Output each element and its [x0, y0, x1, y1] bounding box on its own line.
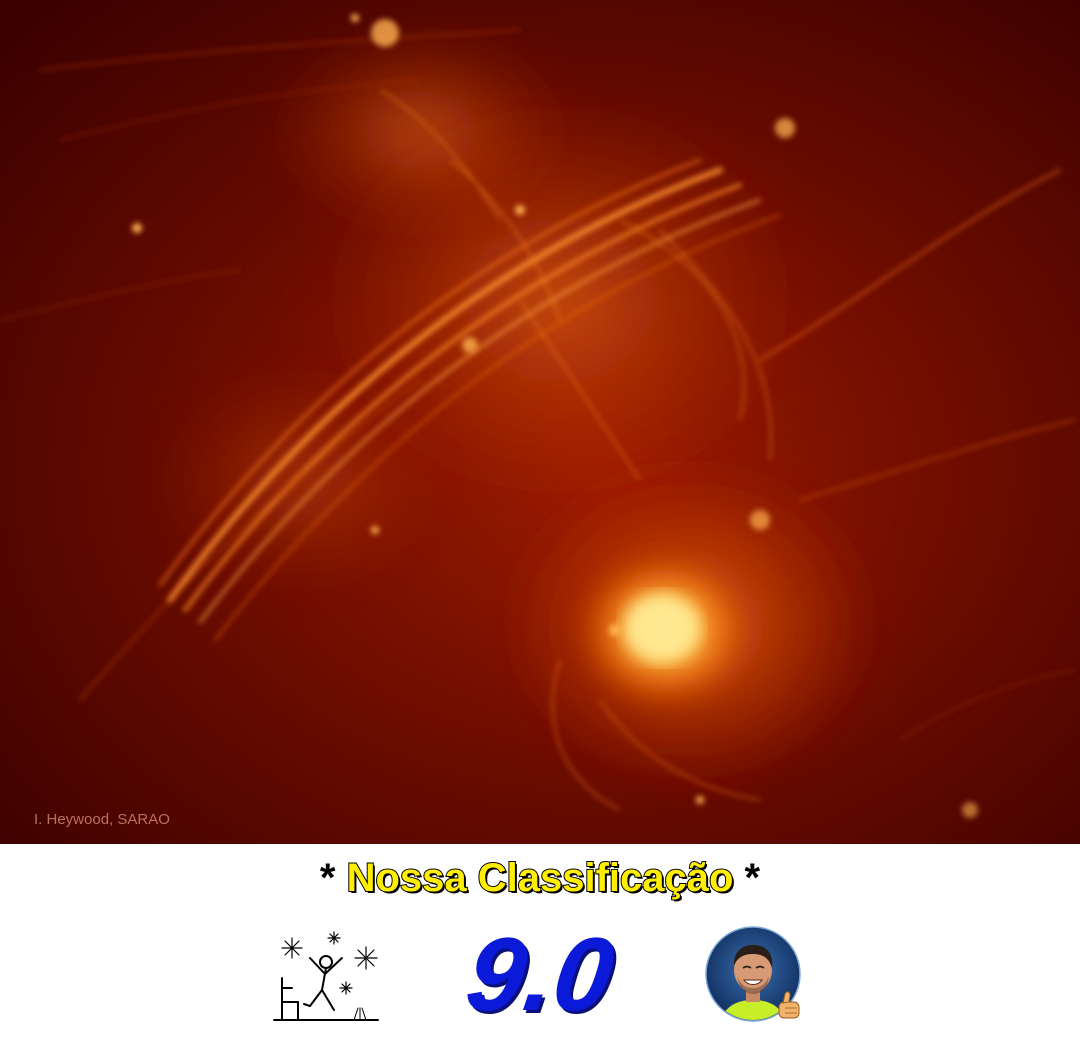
radio-image-render — [0, 0, 1080, 844]
galactic-center-radio-image: I. Heywood, SARAO — [0, 0, 1080, 844]
rating-title: * Nossa Classificação * — [0, 848, 1080, 908]
celebration-stickfigure-icon — [270, 928, 382, 1024]
image-credit: I. Heywood, SARAO — [34, 811, 170, 828]
title-suffix: * — [733, 856, 761, 900]
title-prefix: * — [319, 856, 347, 900]
rating-score: 9.0 — [459, 917, 621, 1033]
presenter-avatar-thumbs-up-icon — [705, 926, 805, 1026]
title-text: Nossa Classificação — [346, 855, 735, 901]
